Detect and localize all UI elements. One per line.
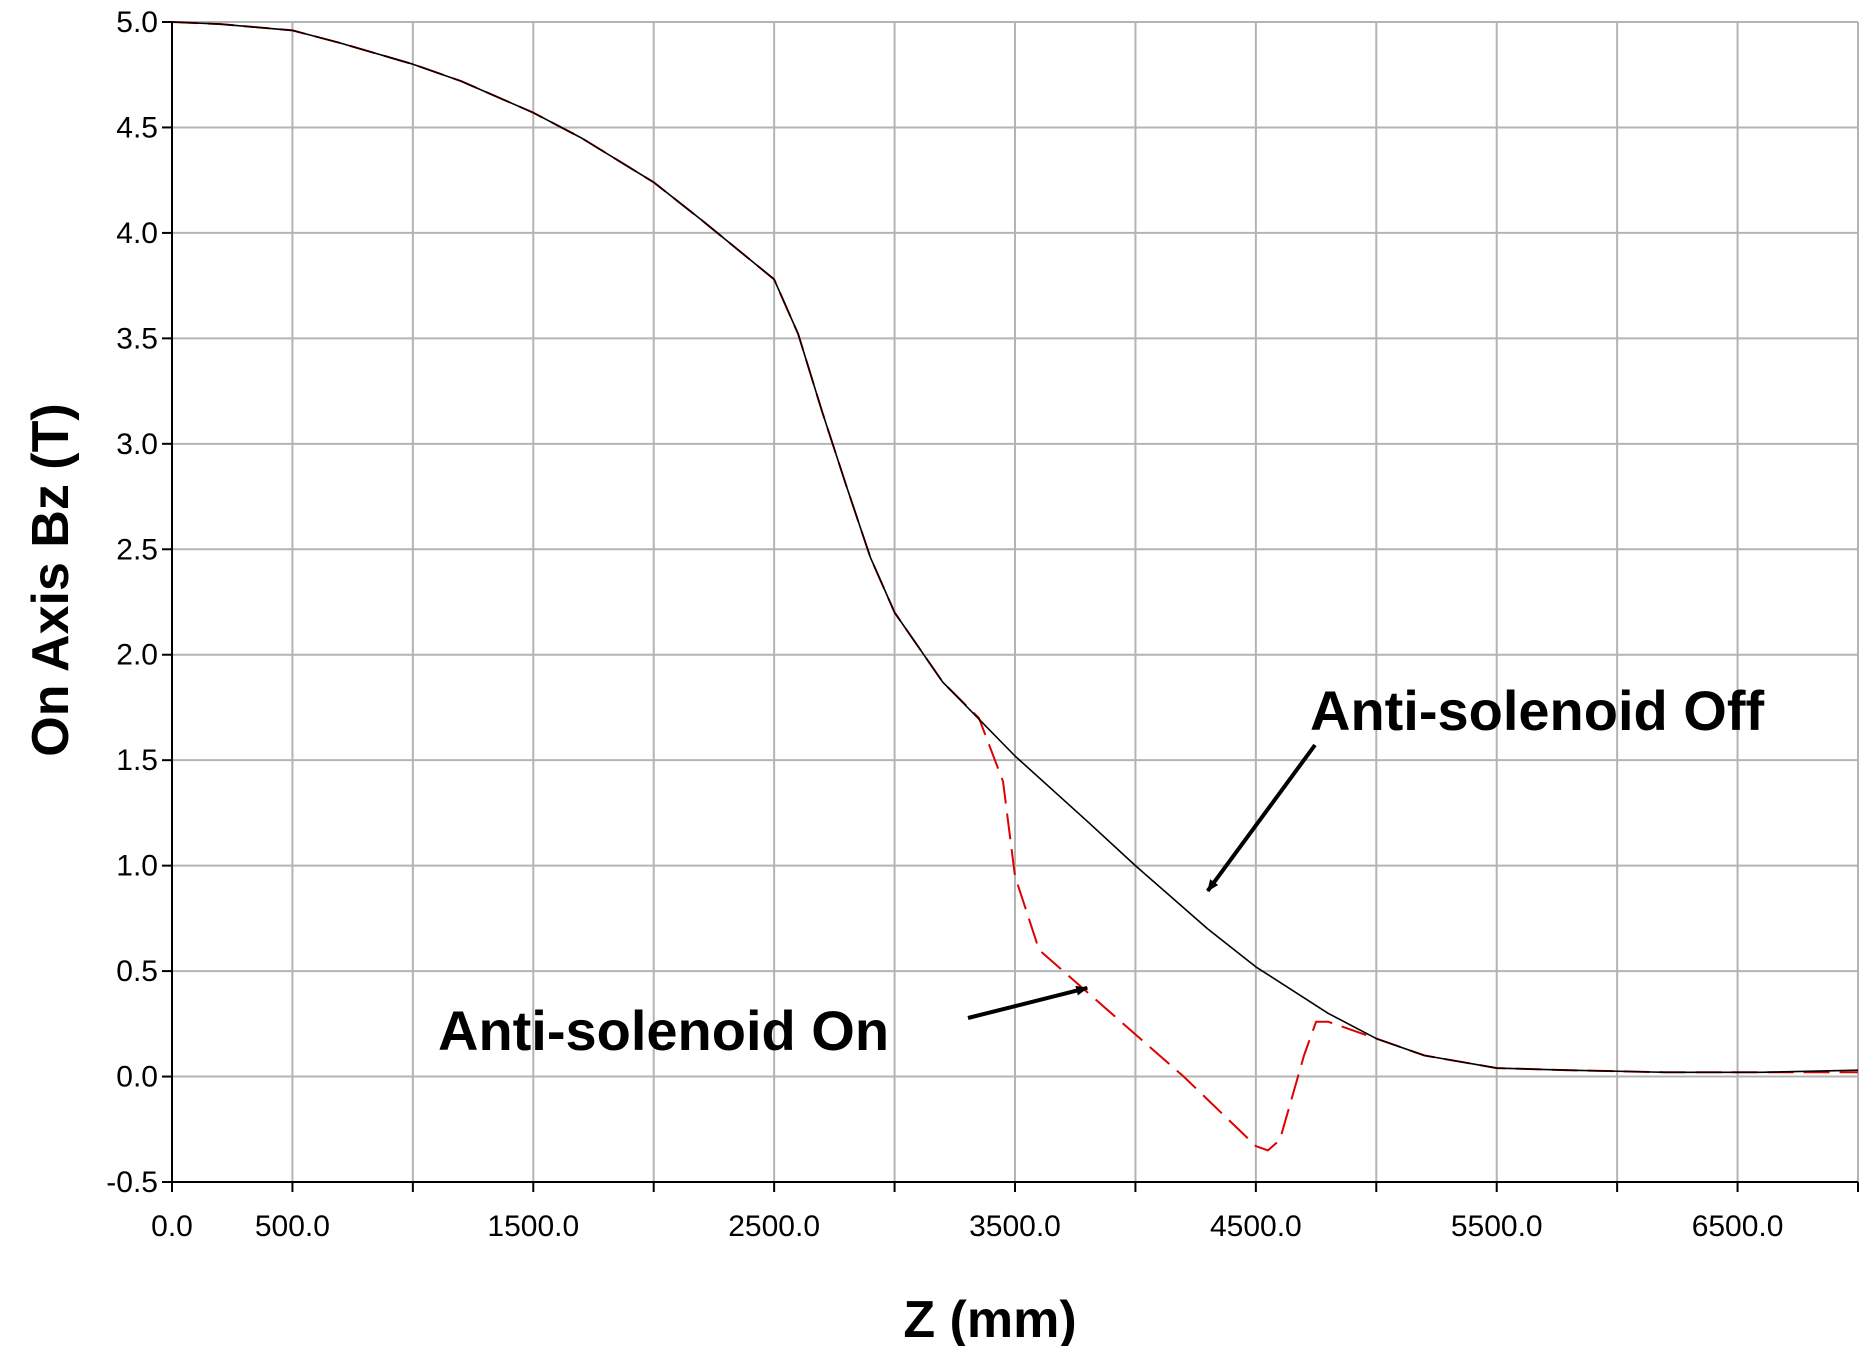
y-tick-label-4: 1.5: [116, 744, 158, 777]
annotation-arrow-0: [1206, 743, 1317, 893]
y-tick-label-0: -0.5: [106, 1166, 158, 1199]
y-tick-label-1: 0.0: [116, 1061, 158, 1094]
annotation-arrow-1: [967, 985, 1089, 1020]
annotations: Anti-solenoid Off Anti-solenoid On: [438, 679, 1765, 1062]
axes: [162, 21, 1859, 1192]
annotation-label-1: Anti-solenoid On: [438, 999, 889, 1062]
y-tick-label-8: 3.5: [116, 322, 158, 355]
x-axis-title: Z (mm): [903, 1291, 1076, 1346]
y-tick-label-6: 2.5: [116, 533, 158, 566]
y-tick-label-11: 5.0: [116, 6, 158, 39]
y-tick-label-3: 1.0: [116, 850, 158, 883]
x-tick-label-1: 500.0: [255, 1210, 330, 1243]
x-tick-label-3: 1500.0: [487, 1210, 579, 1243]
y-axis-title: On Axis Bz (T): [22, 403, 80, 756]
x-tick-label-0: 0.0: [151, 1210, 193, 1243]
annotation-label-0: Anti-solenoid Off: [1310, 679, 1765, 742]
x-tick-label-5: 2500.0: [728, 1210, 820, 1243]
x-tick-label-11: 5500.0: [1451, 1210, 1543, 1243]
series-line-anti-solenoid-off: [171, 21, 1859, 1074]
y-tick-label-2: 0.5: [116, 955, 158, 988]
tick-labels: -0.5 0.0 0.5 1.0 1.5 2.0 2.5 3.0 3.5 4.0 4.5 5.0 0.0…: [106, 6, 1783, 1243]
y-tick-label-7: 3.0: [116, 428, 158, 461]
x-tick-label-9: 4500.0: [1210, 1210, 1302, 1243]
series-group: [171, 21, 1859, 1152]
y-tick-label-5: 2.0: [116, 639, 158, 672]
x-tick-label-7: 3500.0: [969, 1210, 1061, 1243]
y-tick-label-9: 4.0: [116, 217, 158, 250]
x-tick-label-13: 6500.0: [1692, 1210, 1784, 1243]
grid: [171, 21, 1859, 1183]
y-tick-label-10: 4.5: [116, 111, 158, 144]
